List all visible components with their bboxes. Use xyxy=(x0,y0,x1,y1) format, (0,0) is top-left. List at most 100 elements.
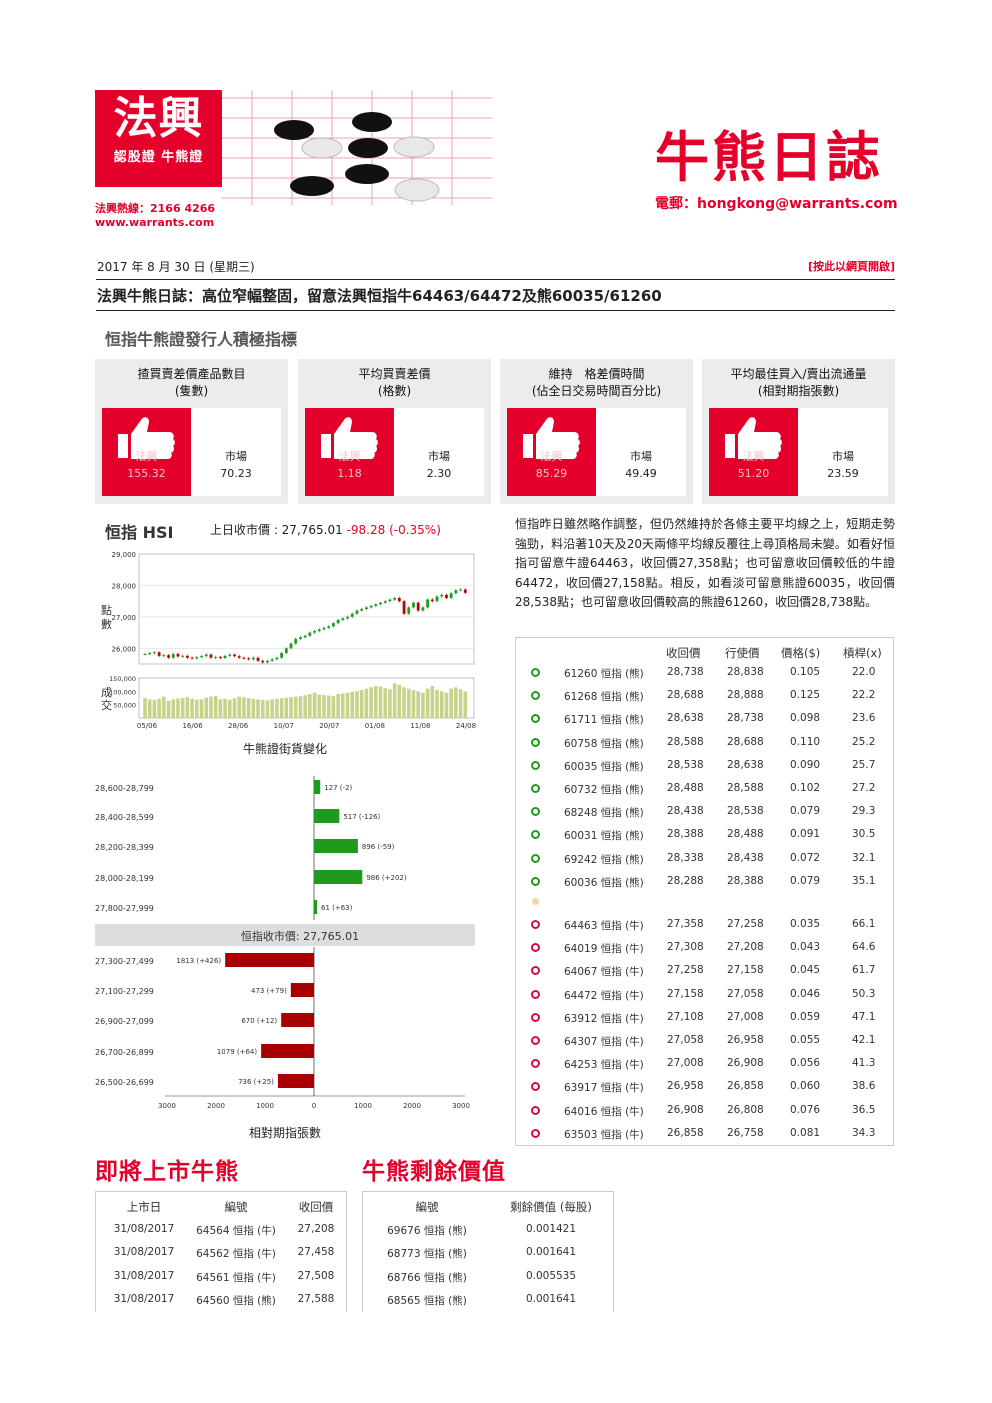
volume-bar xyxy=(378,686,383,718)
volume-ylabel: 交 xyxy=(101,698,112,712)
street-xtick-label: 2000 xyxy=(207,1102,225,1110)
bear-warrant-row[interactable]: 60031 恒指 (熊) 28,388 28,488 0.091 30.5 xyxy=(516,825,893,845)
bull-warrant-row[interactable]: 64019 恒指 (牛) 27,308 27,208 0.043 64.6 xyxy=(516,938,893,958)
bear-warrant-row[interactable]: 60732 恒指 (熊) 28,488 28,588 0.102 27.2 xyxy=(516,779,893,799)
open-web-link[interactable]: [按此以網頁開啟] xyxy=(807,260,895,273)
table-cell: 69676 恒指 (熊) xyxy=(387,1225,467,1237)
volume-ytick-label: 100,000 xyxy=(109,688,136,696)
thumbs-up-icon xyxy=(321,417,378,459)
leverage: 22.0 xyxy=(852,666,876,678)
candle-body xyxy=(430,599,434,602)
bull-warrant-row[interactable]: 64463 恒指 (牛) 27,358 27,258 0.035 66.1 xyxy=(516,915,893,935)
bull-warrant-row[interactable]: 63912 恒指 (牛) 27,108 27,008 0.059 47.1 xyxy=(516,1008,893,1028)
candle-body xyxy=(341,618,345,620)
bear-indicator-icon xyxy=(531,760,540,770)
volume-bar xyxy=(232,698,237,718)
bull-indicator-icon xyxy=(531,966,540,976)
warrant-code: 61711 恒指 (熊) xyxy=(564,714,644,727)
volume-bar xyxy=(317,694,322,718)
volume-bar xyxy=(143,698,147,718)
candle-body xyxy=(327,626,331,628)
volume-bar xyxy=(218,699,223,718)
warrant-price: 0.056 xyxy=(790,1057,821,1070)
warrant-price: 0.090 xyxy=(790,758,821,771)
strike-price: 27,008 xyxy=(727,1010,764,1023)
panel-inner: 法興 85.29 市場 49.49 xyxy=(507,408,686,496)
candle-body xyxy=(256,657,260,661)
bear-warrant-row[interactable]: 61260 恒指 (熊) 28,738 28,838 0.105 22.0 xyxy=(516,663,893,683)
bear-warrant-row[interactable]: 69242 恒指 (熊) 28,338 28,438 0.072 32.1 xyxy=(516,849,893,869)
bull-indicator-icon xyxy=(531,1128,540,1138)
street-xtick-label: 3000 xyxy=(452,1102,470,1110)
price-xtick-label: 20/07 xyxy=(319,722,339,730)
warrant-code: 61268 恒指 (熊) xyxy=(564,691,644,704)
email-link[interactable]: 電郵：hongkong@warrants.com xyxy=(655,196,898,212)
prev-close-label: 上日收市價 : 27,765.01 xyxy=(210,523,343,537)
bull-indicator-icon xyxy=(531,1082,540,1092)
table-cell: 64564 恒指 (牛) xyxy=(196,1225,276,1237)
strike-price: 28,388 xyxy=(727,874,764,887)
price-ytick-label: 26,000 xyxy=(112,645,137,653)
table-cell: 0.001641 xyxy=(525,1246,577,1259)
bull-warrant-row[interactable]: 63503 恒指 (牛) 26,858 26,758 0.081 34.3 xyxy=(516,1124,893,1144)
call-price: 27,258 xyxy=(667,964,704,977)
bull-warrant-row[interactable]: 64067 恒指 (牛) 27,258 27,158 0.045 61.7 xyxy=(516,961,893,981)
candle-body xyxy=(228,654,232,656)
candle-body xyxy=(223,655,227,659)
thumbs-up-icon xyxy=(725,417,782,459)
candle-body xyxy=(270,659,274,661)
bull-range-label: 26,500-26,699 xyxy=(95,1078,154,1087)
call-price: 26,958 xyxy=(667,1080,704,1093)
candle-body xyxy=(308,632,312,636)
street-xtick-label: 3000 xyxy=(158,1102,176,1110)
volume-bar xyxy=(275,698,279,718)
bear-warrant-row[interactable]: 61711 恒指 (熊) 28,638 28,738 0.098 23.6 xyxy=(516,709,893,729)
bear-warrant-row[interactable]: 60035 恒指 (熊) 28,538 28,638 0.090 25.7 xyxy=(516,756,893,776)
candle-body xyxy=(195,657,199,659)
candle-body xyxy=(383,601,387,603)
bull-indicator-icon xyxy=(531,943,540,953)
volume-bar xyxy=(341,693,345,718)
warrant-code: 68248 恒指 (熊) xyxy=(564,807,644,820)
panel-inner: 法興 155.32 市場 70.23 xyxy=(102,408,281,496)
bull-range-label: 27,300-27,499 xyxy=(95,957,154,966)
volume-bar xyxy=(289,697,293,718)
candle-body xyxy=(355,610,359,614)
volume-bar xyxy=(364,688,369,718)
table-cell: 31/08/2017 xyxy=(113,1292,175,1305)
leverage: 34.3 xyxy=(852,1126,876,1139)
candle-body xyxy=(369,605,373,608)
table-header: 收回價 xyxy=(298,1200,334,1214)
warrant-code: 60035 恒指 (熊) xyxy=(564,760,644,773)
volume-bar xyxy=(227,699,232,718)
bull-warrant-row[interactable]: 64472 恒指 (牛) 27,158 27,058 0.046 50.3 xyxy=(516,985,893,1005)
candle-body xyxy=(374,604,378,606)
leverage: 29.3 xyxy=(852,805,876,818)
website-link[interactable]: www.warrants.com xyxy=(95,216,215,229)
volume-bar xyxy=(326,695,331,718)
warrant-table: 收回價 行使價 價格($) 槓桿(x) 61260 恒指 (熊) 28,738 28… xyxy=(515,637,894,1146)
table-cell: 0.005535 xyxy=(525,1269,577,1282)
candle-body xyxy=(289,643,293,649)
bull-warrant-row[interactable]: 64253 恒指 (牛) 27,008 26,908 0.056 41.3 xyxy=(516,1054,893,1074)
bear-warrant-row[interactable]: 61268 恒指 (熊) 28,688 28,888 0.125 22.2 xyxy=(516,686,893,706)
street-change-chart: 28,600-28,799 127 (-2) 28,400-28,599 517 (-… xyxy=(95,776,475,1110)
candle-body xyxy=(209,654,213,658)
volume-bar xyxy=(293,696,298,718)
bull-warrant-row[interactable]: 63917 恒指 (牛) 26,958 26,858 0.060 38.6 xyxy=(516,1077,893,1097)
leverage: 42.1 xyxy=(852,1034,876,1046)
indicator-panel: 維持 格差價時間 (佔全日交易時間百分比) 法興 85.29 市場 49.49 xyxy=(500,359,693,504)
bear-indicator-icon xyxy=(531,830,540,840)
table-cell: 64561 恒指 (牛) xyxy=(196,1271,276,1284)
leverage: 35.1 xyxy=(852,874,876,887)
bull-warrant-row[interactable]: 64307 恒指 (牛) 27,058 26,958 0.055 42.1 xyxy=(516,1031,893,1051)
bear-warrant-row[interactable]: 60036 恒指 (熊) 28,288 28,388 0.079 35.1 xyxy=(516,872,893,892)
candle-body xyxy=(449,593,453,598)
volume-ytick-label: 150,000 xyxy=(109,675,136,683)
bear-warrant-row[interactable]: 68248 恒指 (熊) 28,438 28,538 0.079 29.3 xyxy=(516,802,893,822)
bull-range-label: 26,700-26,899 xyxy=(95,1048,154,1057)
candle-body xyxy=(171,653,175,658)
bull-warrant-row[interactable]: 64016 恒指 (牛) 26,908 26,808 0.076 36.5 xyxy=(516,1101,893,1121)
bear-warrant-row[interactable]: 60758 恒指 (熊) 28,588 28,688 0.110 25.2 xyxy=(516,733,893,753)
candle-body xyxy=(148,653,152,654)
